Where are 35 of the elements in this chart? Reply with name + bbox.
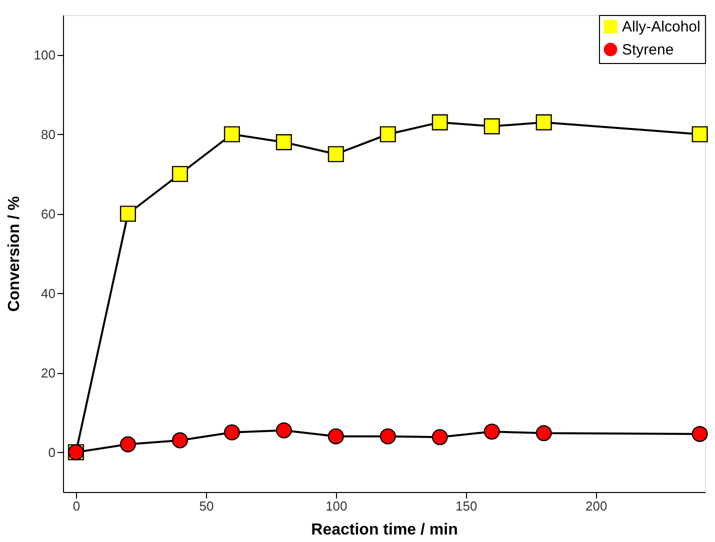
point — [380, 428, 396, 444]
point — [120, 436, 136, 452]
point — [484, 118, 500, 134]
point — [432, 114, 448, 130]
x-tick-label: 150 — [456, 498, 478, 514]
point — [692, 426, 708, 442]
point — [224, 424, 240, 440]
y-tick-label: 40 — [41, 286, 56, 301]
point — [328, 146, 344, 162]
x-tick-label: 50 — [199, 498, 214, 514]
x-tick-label: 200 — [585, 498, 608, 514]
x-tick-label: 0 — [72, 498, 80, 514]
legend-label: Ally-Alcohol — [622, 18, 700, 36]
point — [484, 424, 500, 440]
point — [536, 425, 552, 442]
x-axis-title: Reaction time / min — [311, 522, 458, 538]
point — [120, 206, 136, 222]
y-tick-label: 20 — [41, 365, 56, 380]
y-tick-label: 80 — [41, 126, 56, 142]
point — [380, 126, 396, 142]
point — [172, 166, 188, 182]
point — [536, 114, 552, 130]
point — [224, 126, 240, 142]
point — [692, 126, 708, 142]
point — [328, 428, 344, 444]
legend-label: Styrene — [622, 42, 674, 58]
point — [172, 432, 188, 448]
y-tick-label: 60 — [41, 206, 56, 222]
point — [276, 134, 292, 150]
point — [432, 429, 448, 446]
y-axis-title: Conversion / % — [6, 196, 23, 312]
y-tick-label: 100 — [34, 47, 56, 62]
x-tick-label: 100 — [326, 498, 348, 514]
point — [276, 422, 292, 438]
y-tick-label: 0 — [48, 444, 56, 460]
